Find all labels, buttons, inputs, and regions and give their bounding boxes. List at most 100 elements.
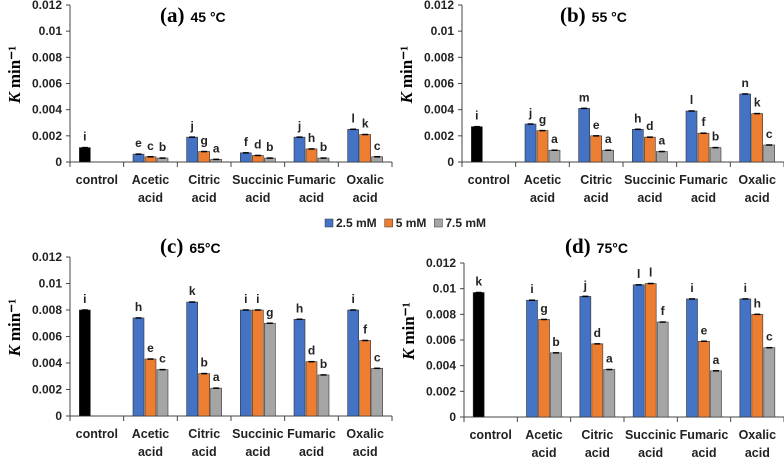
panel-title: (d) 75°C — [565, 234, 628, 258]
bar-5-mm — [305, 148, 318, 163]
y-tick-label: 0.008 — [32, 50, 62, 64]
x-tick-label: acid — [530, 191, 555, 205]
y-tick-label: 0 — [55, 409, 62, 423]
chart-panel-c: (c) 65°C Kmin⁻¹ 0 0.002 0.004 0.006 0.008 0.01 0.… — [5, 234, 393, 459]
significance-letter: b — [159, 140, 166, 154]
bar-5-mm — [698, 340, 710, 418]
bar-2-5-mm — [739, 298, 752, 418]
significance-letter: k — [475, 275, 482, 289]
y-tick-label: 0.01 — [39, 277, 63, 291]
x-tick-label: acid — [245, 445, 270, 459]
significance-letter: i — [351, 292, 354, 306]
x-tick-label: Acetic — [132, 173, 170, 187]
significance-letter: g — [539, 113, 546, 127]
bar-5-mm — [590, 135, 602, 163]
legend-label: 2.5 mM — [336, 216, 377, 230]
bar-2-5-mm — [524, 123, 537, 163]
y-tick-label: 0.002 — [424, 129, 454, 143]
legend-label: 5 mM — [396, 216, 427, 230]
bar-7-5-mm — [371, 367, 383, 417]
significance-letter: j — [528, 106, 532, 120]
x-tick-label: Fumaric — [680, 428, 729, 442]
x-tick-label: Oxalic — [346, 427, 384, 441]
significance-letter: a — [606, 352, 613, 366]
y-tick-label: 0.004 — [424, 103, 454, 117]
significance-letter: a — [658, 134, 665, 148]
y-tick-label: 0.01 — [39, 24, 63, 38]
significance-letter: c — [766, 127, 773, 141]
significance-letter: i — [83, 130, 86, 144]
y-tick-label: 0.01 — [431, 24, 455, 38]
bar-2-5-mm — [685, 110, 698, 163]
y-tick-label: 0.006 — [32, 77, 62, 91]
bar-2-5-mm — [579, 296, 592, 418]
y-tick-label: 0.002 — [32, 383, 62, 397]
bar-2-5-mm — [186, 136, 198, 163]
bar-control — [79, 309, 91, 417]
bar-5-mm — [144, 156, 157, 163]
significance-letter: f — [702, 115, 707, 129]
significance-letter: d — [254, 137, 261, 151]
significance-letter: l — [690, 93, 693, 107]
x-tick-label: Fumaric — [679, 173, 728, 187]
panel-label: (c) — [160, 234, 183, 258]
x-tick-label: Citric — [188, 173, 220, 187]
bar-7-5-mm — [656, 321, 669, 418]
bar-5-mm — [359, 134, 371, 163]
y-tick-label: 0 — [447, 155, 454, 169]
y-tick-label: 0.004 — [32, 356, 62, 370]
significance-letter: l — [649, 266, 652, 280]
bar-5-mm — [697, 132, 710, 163]
bar-5-mm — [198, 373, 210, 417]
significance-letter: i — [744, 281, 747, 295]
significance-letter: b — [712, 130, 719, 144]
bar-2-5-mm — [293, 136, 306, 163]
bar-7-5-mm — [264, 322, 276, 417]
x-tick-label: acid — [245, 191, 270, 205]
y-tick-label: 0 — [449, 410, 456, 424]
y-tick-label: 0.004 — [426, 359, 456, 373]
panel-title: (b) 55 °C — [560, 3, 627, 27]
y-tick-label: 0.008 — [32, 303, 62, 317]
panel-temperature: 55 °C — [592, 9, 627, 25]
significance-letter: j — [297, 119, 301, 133]
x-tick-label: acid — [192, 191, 217, 205]
bar-2-5-mm — [186, 301, 198, 417]
significance-letter: b — [200, 356, 207, 370]
significance-letter: i — [475, 109, 478, 123]
bar-2-5-mm — [632, 284, 645, 418]
significance-letter: k — [754, 96, 761, 110]
x-tick-label: Fumaric — [287, 173, 336, 187]
significance-letter: j — [189, 119, 193, 133]
x-tick-label: acid — [192, 445, 217, 459]
significance-letter: c — [159, 352, 166, 366]
y-tick-label: 0.01 — [433, 282, 457, 296]
y-tick-label: 0.012 — [32, 250, 62, 264]
significance-letter: h — [634, 111, 641, 125]
panel-label: (b) — [560, 3, 586, 27]
bar-2-5-mm — [686, 298, 698, 418]
bar-2-5-mm — [132, 317, 145, 417]
y-tick-label: 0.006 — [424, 77, 454, 91]
significance-letter: i — [690, 281, 693, 295]
significance-letter: h — [308, 131, 315, 145]
significance-letter: f — [363, 322, 368, 336]
bar-7-5-mm — [656, 151, 668, 163]
x-tick-label: Acetic — [525, 428, 563, 442]
x-tick-label: Oxalic — [739, 428, 777, 442]
bar-5-mm — [751, 113, 763, 163]
bar-7-5-mm — [317, 374, 330, 417]
y-axis-label: Kmin⁻¹ — [399, 302, 418, 361]
bar-2-5-mm — [132, 153, 145, 163]
x-tick-label: Succinic — [624, 173, 675, 187]
bar-2-5-mm — [240, 152, 252, 163]
y-axis-label: Kmin⁻¹ — [5, 299, 24, 358]
x-tick-label: acid — [691, 446, 716, 460]
significance-letter: c — [147, 139, 154, 153]
x-tick-label: Oxalic — [738, 173, 776, 187]
x-tick-label: acid — [745, 446, 770, 460]
significance-letter: b — [320, 140, 327, 154]
x-tick-label: acid — [638, 446, 663, 460]
bar-7-5-mm — [156, 369, 169, 417]
